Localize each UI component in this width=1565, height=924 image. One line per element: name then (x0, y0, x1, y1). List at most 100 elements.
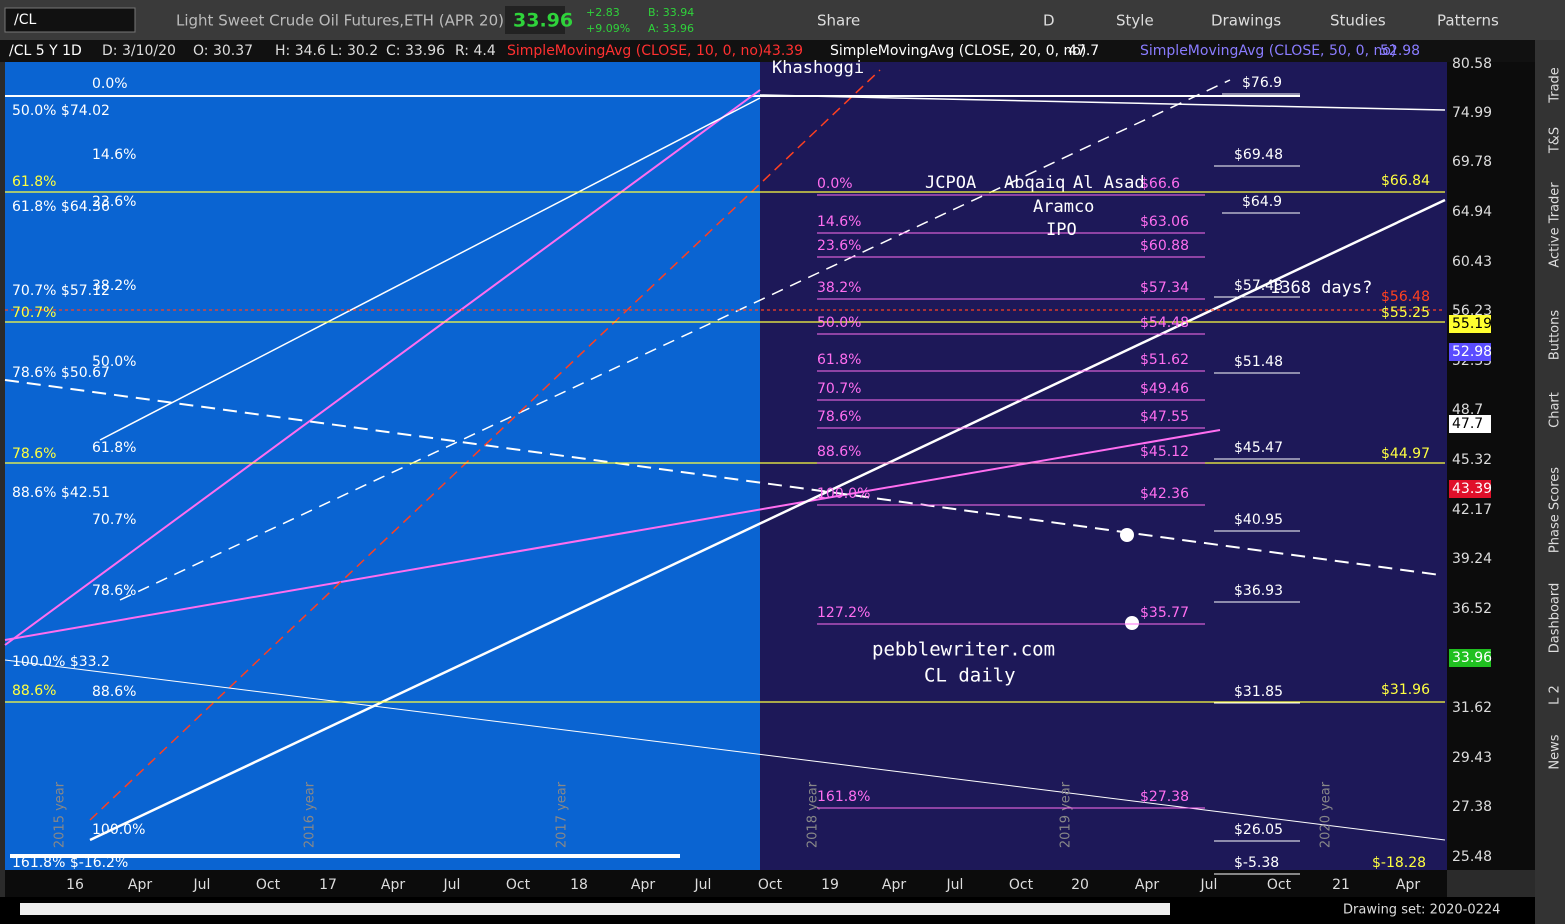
level-label: $40.95 (1234, 512, 1283, 528)
time-tick-label: 17 (319, 877, 337, 893)
year-label: 2019 year (1059, 781, 1074, 848)
study-value: 52.98 (1380, 43, 1420, 59)
time-tick-label: 16 (66, 877, 84, 893)
level-label: 70.7% $57.12 (12, 283, 110, 299)
ask: A: 33.96 (648, 22, 694, 35)
time-tick-label: Apr (128, 877, 152, 893)
sidebar-tab[interactable]: Trade (1548, 67, 1563, 104)
price-badge (1449, 415, 1491, 433)
info-item: O: 30.37 (193, 43, 253, 59)
level-label: 70.7% (12, 305, 56, 321)
sidebar-tab[interactable]: Active Trader (1548, 182, 1563, 268)
price-tick-label: 42.17 (1452, 502, 1492, 518)
level-label: $45.47 (1234, 440, 1283, 456)
time-tick-label: 19 (821, 877, 839, 893)
info-item: L: 30.2 (330, 43, 378, 59)
annotation: CL daily (924, 665, 1016, 687)
toolbar-button[interactable]: Drawings (1211, 12, 1281, 30)
level-label: $63.06 (1140, 214, 1189, 230)
price-badge-label: 52.98 (1452, 344, 1492, 360)
toolbar-button[interactable]: Style (1116, 12, 1154, 30)
price-badge (1449, 315, 1491, 333)
level-label: 50.0% $74.02 (12, 103, 110, 119)
scrollbar[interactable] (20, 903, 1170, 915)
price-badge-label: 33.96 (1452, 650, 1492, 666)
level-label: 88.6% (92, 684, 136, 700)
toolbar (0, 0, 1565, 40)
time-tick-label: Oct (758, 877, 783, 893)
level-label: 78.6% $50.67 (12, 365, 110, 381)
price-tick-label: 48.7 (1452, 402, 1483, 418)
level-label: 70.7% (817, 381, 861, 397)
time-tick-label: Apr (631, 877, 655, 893)
level-label: $36.93 (1234, 583, 1283, 599)
time-tick-label: Apr (1135, 877, 1159, 893)
level-label: 61.8% (92, 440, 136, 456)
time-tick-label: 18 (570, 877, 588, 893)
change-pct: +9.09% (586, 22, 630, 35)
toolbar-button[interactable]: Patterns (1437, 12, 1499, 30)
time-tick-label: Oct (506, 877, 531, 893)
level-label: $45.12 (1140, 444, 1189, 460)
level-label: $57.48 (1234, 278, 1283, 294)
sidebar-tab[interactable]: Buttons (1548, 310, 1563, 361)
sidebar (1535, 40, 1565, 924)
level-label: 78.6% (817, 409, 861, 425)
level-label: 127.2% (817, 605, 870, 621)
study-value: 43.39 (763, 43, 803, 59)
level-label: $55.25 (1381, 305, 1430, 321)
time-tick-label: Oct (1009, 877, 1034, 893)
level-label: 38.2% (817, 280, 861, 296)
toolbar-button[interactable]: Studies (1330, 12, 1386, 30)
toolbar-button[interactable]: D (1043, 12, 1055, 30)
annotation: pebblewriter.com (872, 639, 1055, 661)
sidebar-tab[interactable]: L 2 (1548, 685, 1563, 705)
time-tick-label: Oct (1267, 877, 1292, 893)
price-tick-label: 29.43 (1452, 750, 1492, 766)
price-axis (1447, 62, 1535, 870)
annotation: Khashoggi (772, 58, 864, 78)
sidebar-tab[interactable]: T&S (1548, 127, 1563, 154)
level-label: $42.36 (1140, 486, 1189, 502)
price-tick-label: 80.58 (1452, 56, 1492, 72)
annotation: 1368 days? (1270, 278, 1372, 298)
level-label: $-5.38 (1234, 855, 1279, 871)
description: Light Sweet Crude Oil Futures,ETH (APR 2… (176, 12, 504, 30)
study-name: SimpleMovingAvg (CLOSE, 10, 0, no) (507, 43, 763, 59)
symbol-box[interactable] (4, 7, 136, 33)
toolbar-button[interactable]: Share (817, 12, 860, 30)
change: +2.83 (586, 6, 620, 19)
price-tick-label: 64.94 (1452, 204, 1492, 220)
info-item: D: 3/10/20 (102, 43, 176, 59)
level-label: $31.96 (1381, 682, 1430, 698)
last-price: 33.96 (513, 10, 573, 32)
info-symbol: /CL 5 Y 1D (9, 43, 82, 59)
sidebar-tab[interactable]: Chart (1548, 392, 1563, 428)
sidebar-tab[interactable]: Dashboard (1548, 583, 1563, 654)
time-tick-label: Apr (381, 877, 405, 893)
level-label: 38.2% (92, 278, 136, 294)
time-tick-label: Jul (694, 877, 712, 893)
level-label: $51.48 (1234, 354, 1283, 370)
price-tick-label: 60.43 (1452, 254, 1492, 270)
price-badge-label: 55.19 (1452, 316, 1492, 332)
price-tick-label: 74.99 (1452, 105, 1492, 121)
annotation: Abqaiq (1004, 173, 1065, 193)
time-tick-label: 21 (1332, 877, 1350, 893)
level-label: $51.62 (1140, 352, 1189, 368)
price-tick-label: 69.78 (1452, 154, 1492, 170)
level-label: $26.05 (1234, 822, 1283, 838)
annotation: Al Asad (1073, 173, 1145, 193)
year-label: 2015 year (53, 781, 68, 848)
level-label: 23.6% (817, 238, 861, 254)
level-label: 88.6% $42.51 (12, 485, 110, 501)
level-label: 161.8% (817, 789, 870, 805)
time-tick-label: Jul (443, 877, 461, 893)
level-label: $57.34 (1140, 280, 1189, 296)
sidebar-tab[interactable]: Phase Scores (1548, 467, 1563, 553)
info-item: C: 33.96 (386, 43, 445, 59)
level-label: 70.7% (92, 512, 136, 528)
info-item: H: 34.6 (275, 43, 326, 59)
sidebar-tab[interactable]: News (1548, 734, 1563, 769)
